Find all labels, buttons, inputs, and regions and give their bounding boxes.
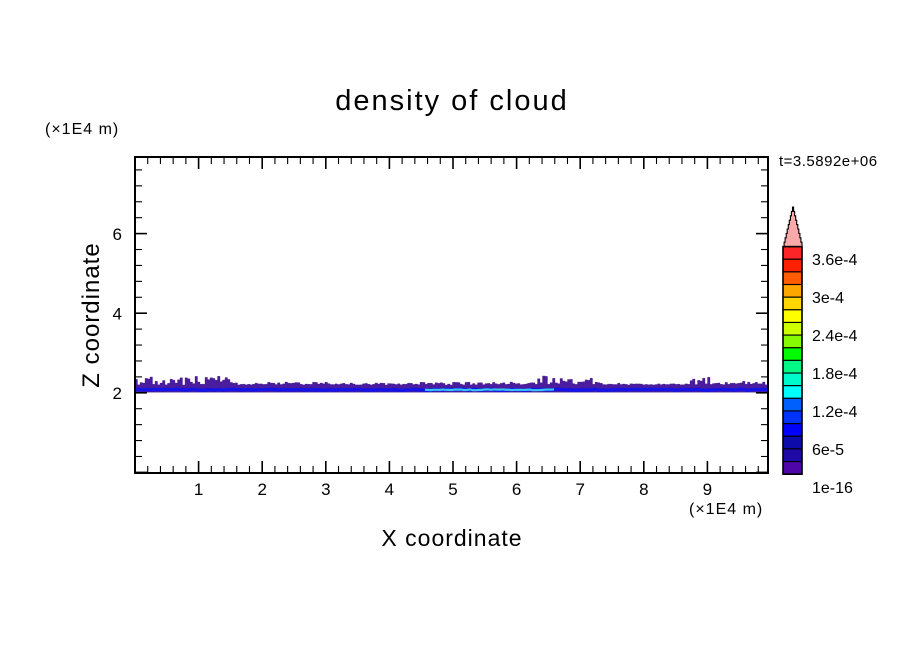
svg-text:6: 6 bbox=[512, 480, 521, 499]
svg-text:1: 1 bbox=[194, 480, 203, 499]
svg-text:3e-4: 3e-4 bbox=[812, 290, 844, 307]
svg-text:2: 2 bbox=[257, 480, 266, 499]
svg-text:4: 4 bbox=[113, 305, 122, 324]
svg-text:8: 8 bbox=[639, 480, 648, 499]
svg-text:3.6e-4: 3.6e-4 bbox=[812, 252, 857, 269]
svg-text:4: 4 bbox=[385, 480, 394, 499]
svg-text:3: 3 bbox=[321, 480, 330, 499]
svg-text:1.2e-4: 1.2e-4 bbox=[812, 404, 857, 421]
svg-text:2.4e-4: 2.4e-4 bbox=[812, 328, 857, 345]
svg-text:2: 2 bbox=[113, 384, 122, 403]
svg-text:6: 6 bbox=[113, 225, 122, 244]
svg-text:6e-5: 6e-5 bbox=[812, 442, 844, 459]
svg-text:1.8e-4: 1.8e-4 bbox=[812, 366, 857, 383]
svg-text:7: 7 bbox=[575, 480, 584, 499]
svg-text:1e-16: 1e-16 bbox=[812, 480, 853, 497]
svg-text:9: 9 bbox=[703, 480, 712, 499]
svg-text:5: 5 bbox=[448, 480, 457, 499]
